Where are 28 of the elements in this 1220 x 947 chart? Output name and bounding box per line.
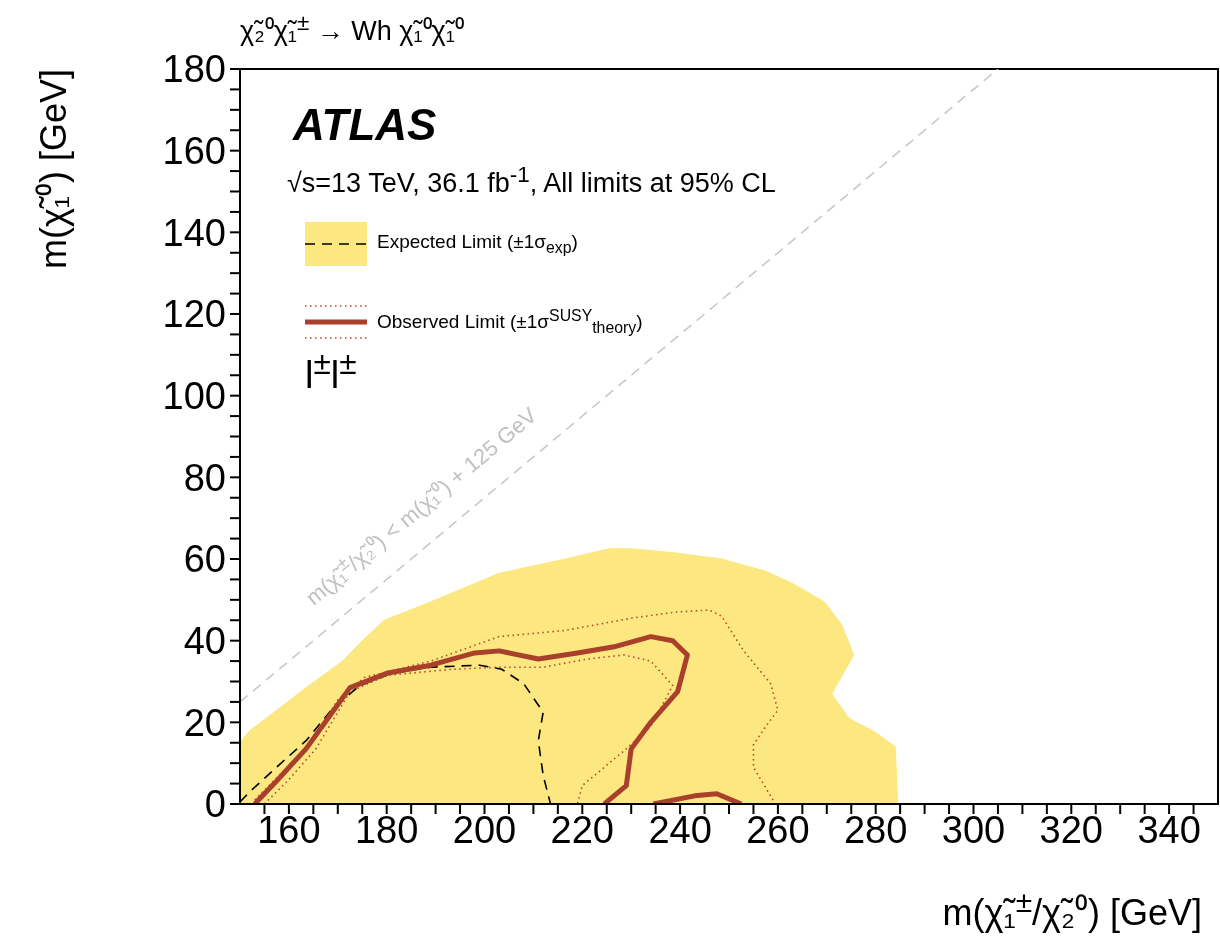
- x-tick-label: 300: [941, 808, 1006, 851]
- annotation: √s=13 TeV, 36.1 fb$^{-1}$, All limits at 95% CL: [287, 162, 776, 198]
- legend-label: Observed Limit (±1σ$^{SUSY}$$_{theory}$): [377, 306, 643, 338]
- y-axis-title: m(χ̃₁⁰) [GeV]: [33, 69, 74, 270]
- y-tick-label: 20: [183, 701, 226, 744]
- y-tick-label: 60: [183, 538, 226, 581]
- y-tick-label: 140: [162, 211, 226, 254]
- x-tick-label: 160: [257, 808, 321, 851]
- annotation: ATLAS: [293, 100, 437, 149]
- x-tick-label: 280: [844, 808, 908, 851]
- x-tick-label: 340: [1137, 808, 1201, 851]
- annotation: l$^{±}$l$^{±}$: [305, 345, 357, 396]
- y-tick-label: 100: [162, 375, 226, 418]
- y-tick-label: 40: [183, 620, 226, 663]
- chart-title: χ̃₂⁰χ̃₁$^{±}$ → Wh χ̃₁⁰χ̃₁⁰: [240, 10, 464, 46]
- x-tick-label: 220: [550, 808, 614, 851]
- y-tick-label: 120: [162, 293, 226, 336]
- x-tick-label: 180: [355, 808, 419, 851]
- y-tick-label: 0: [204, 783, 226, 826]
- legend-label: Expected Limit (±1σ$_{exp}$): [377, 231, 578, 257]
- x-tick-label: 260: [746, 808, 810, 851]
- y-tick-label: 160: [162, 130, 226, 173]
- x-tick-label: 240: [648, 808, 712, 851]
- x-tick-label: 320: [1039, 808, 1103, 851]
- x-tick-label: 200: [452, 808, 517, 851]
- x-axis-title: m(χ̃₁$^{±}$/χ̃₂⁰) [GeV]: [942, 885, 1202, 933]
- y-tick-label: 180: [162, 48, 226, 91]
- y-tick-label: 80: [183, 456, 226, 499]
